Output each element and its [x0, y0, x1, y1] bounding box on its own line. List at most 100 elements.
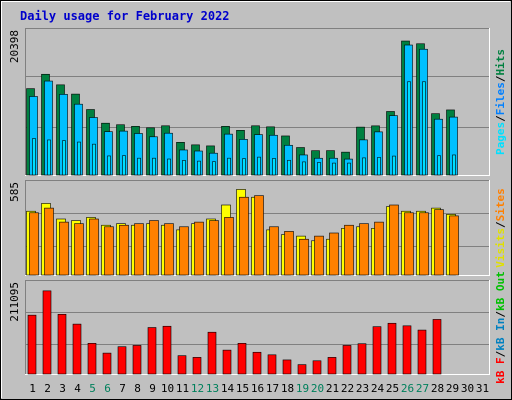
- sites-bar-day-25: [389, 204, 399, 276]
- legend-part-3: Sites: [494, 188, 507, 221]
- sites-bar-day-24: [374, 221, 384, 276]
- kbf-bar-day-19: [297, 364, 307, 375]
- kbf-bar-day-5: [87, 343, 97, 375]
- day-label-14: 14: [221, 382, 235, 395]
- panel-1-legend: Pages/Files/Hits: [494, 49, 507, 155]
- sites-bar-day-22: [344, 224, 354, 276]
- kbf-bar-day-24: [372, 326, 382, 375]
- panel-3-max-label: 211095: [8, 282, 21, 322]
- day-label-15: 15: [236, 382, 249, 395]
- day-label-8: 8: [134, 382, 141, 395]
- kbf-bar-day-21: [327, 357, 337, 375]
- day-label-10: 10: [161, 382, 174, 395]
- day-label-30: 30: [461, 382, 474, 395]
- sites-bar-day-6: [104, 226, 114, 276]
- sites-bar-day-21: [329, 232, 339, 276]
- pages-bar-day-2: [47, 139, 51, 176]
- kbf-bar-day-22: [342, 345, 352, 375]
- day-label-13: 13: [206, 382, 219, 395]
- kbf-bar-day-17: [267, 354, 277, 375]
- sites-bar-day-14: [224, 217, 234, 276]
- sites-bar-day-18: [284, 231, 294, 276]
- legend-part-2: /: [494, 115, 507, 122]
- day-label-11: 11: [176, 382, 189, 395]
- kbf-bar-day-15: [237, 343, 247, 375]
- sites-bar-day-15: [239, 196, 249, 276]
- pages-bar-day-23: [362, 157, 366, 176]
- day-label-27: 27: [416, 382, 429, 395]
- day-label-16: 16: [251, 382, 264, 395]
- day-label-6: 6: [104, 382, 111, 395]
- legend-part-2: /: [494, 350, 507, 357]
- kbf-bar-day-23: [357, 343, 367, 375]
- legend-part-5: kB Out: [494, 271, 507, 311]
- pages-bar-day-27: [422, 81, 426, 176]
- legend-part-1: kB F: [494, 357, 507, 384]
- sites-bar-day-16: [254, 195, 264, 276]
- day-label-20: 20: [311, 382, 324, 395]
- day-label-21: 21: [326, 382, 339, 395]
- kbf-bar-day-14: [222, 349, 232, 375]
- day-label-3: 3: [59, 382, 66, 395]
- day-label-24: 24: [371, 382, 385, 395]
- day-label-22: 22: [341, 382, 354, 395]
- day-label-9: 9: [149, 382, 156, 395]
- pages-bar-day-21: [332, 162, 336, 176]
- legend-part-4: /: [494, 75, 507, 82]
- pages-bar-day-9: [152, 157, 156, 176]
- sites-bar-day-23: [359, 223, 369, 276]
- kbf-bar-day-28: [432, 319, 442, 375]
- panel-2-max-label: 585: [8, 182, 21, 202]
- day-label-26: 26: [401, 382, 414, 395]
- kbf-bar-day-25: [387, 322, 397, 375]
- sites-bar-day-7: [119, 224, 129, 276]
- pages-bar-day-25: [392, 155, 396, 176]
- legend-part-5: Hits: [494, 49, 507, 76]
- sites-bar-day-11: [179, 226, 189, 276]
- sites-bar-day-9: [149, 220, 159, 276]
- pages-bar-day-29: [452, 154, 456, 176]
- panel-3-legend: kB F/kB In/kB Out: [494, 271, 507, 384]
- sites-bar-day-27: [419, 212, 429, 276]
- panel-1-max-label: 20398: [8, 30, 21, 63]
- legend-part-3: Files: [494, 82, 507, 115]
- sites-bar-day-28: [434, 209, 444, 276]
- day-label-18: 18: [281, 382, 294, 395]
- day-label-17: 17: [266, 382, 279, 395]
- pages-bar-day-6: [107, 155, 111, 176]
- pages-bar-day-11: [182, 160, 186, 176]
- panel-2-legend: Visits/Sites: [494, 188, 507, 268]
- legend-part-3: kB In: [494, 318, 507, 351]
- kbf-bar-day-12: [192, 357, 202, 375]
- legend-part-2: /: [494, 221, 507, 228]
- pages-bar-day-16: [257, 156, 261, 176]
- day-label-4: 4: [74, 382, 81, 395]
- legend-part-4: /: [494, 311, 507, 318]
- sites-bar-day-4: [74, 223, 84, 276]
- pages-bar-day-20: [317, 162, 321, 176]
- kbf-bar-day-2: [42, 290, 52, 375]
- pages-bar-day-19: [302, 161, 306, 176]
- kbf-bar-day-7: [117, 346, 127, 375]
- sites-bar-day-12: [194, 221, 204, 276]
- kbf-bar-day-9: [147, 327, 157, 375]
- pages-bar-day-26: [407, 81, 411, 176]
- pages-bar-day-1: [32, 138, 36, 176]
- pages-bar-day-7: [122, 155, 126, 176]
- pages-bar-day-18: [287, 159, 291, 176]
- day-label-23: 23: [356, 382, 369, 395]
- chart-title: Daily usage for February 2022: [20, 9, 230, 23]
- pages-bar-day-17: [272, 158, 276, 176]
- pages-bar-day-22: [347, 162, 351, 176]
- sites-bar-day-3: [59, 221, 69, 276]
- pages-bar-day-5: [92, 143, 96, 176]
- kbf-bar-day-18: [282, 359, 292, 375]
- sites-bar-day-10: [164, 223, 174, 276]
- kbf-bar-day-26: [402, 325, 412, 375]
- kbf-bar-day-4: [72, 323, 82, 375]
- pages-bar-day-24: [377, 157, 381, 176]
- sites-bar-day-5: [89, 218, 99, 276]
- kbf-bar-day-27: [417, 329, 427, 375]
- sites-bar-day-2: [44, 207, 54, 276]
- kbf-bar-day-11: [177, 355, 187, 375]
